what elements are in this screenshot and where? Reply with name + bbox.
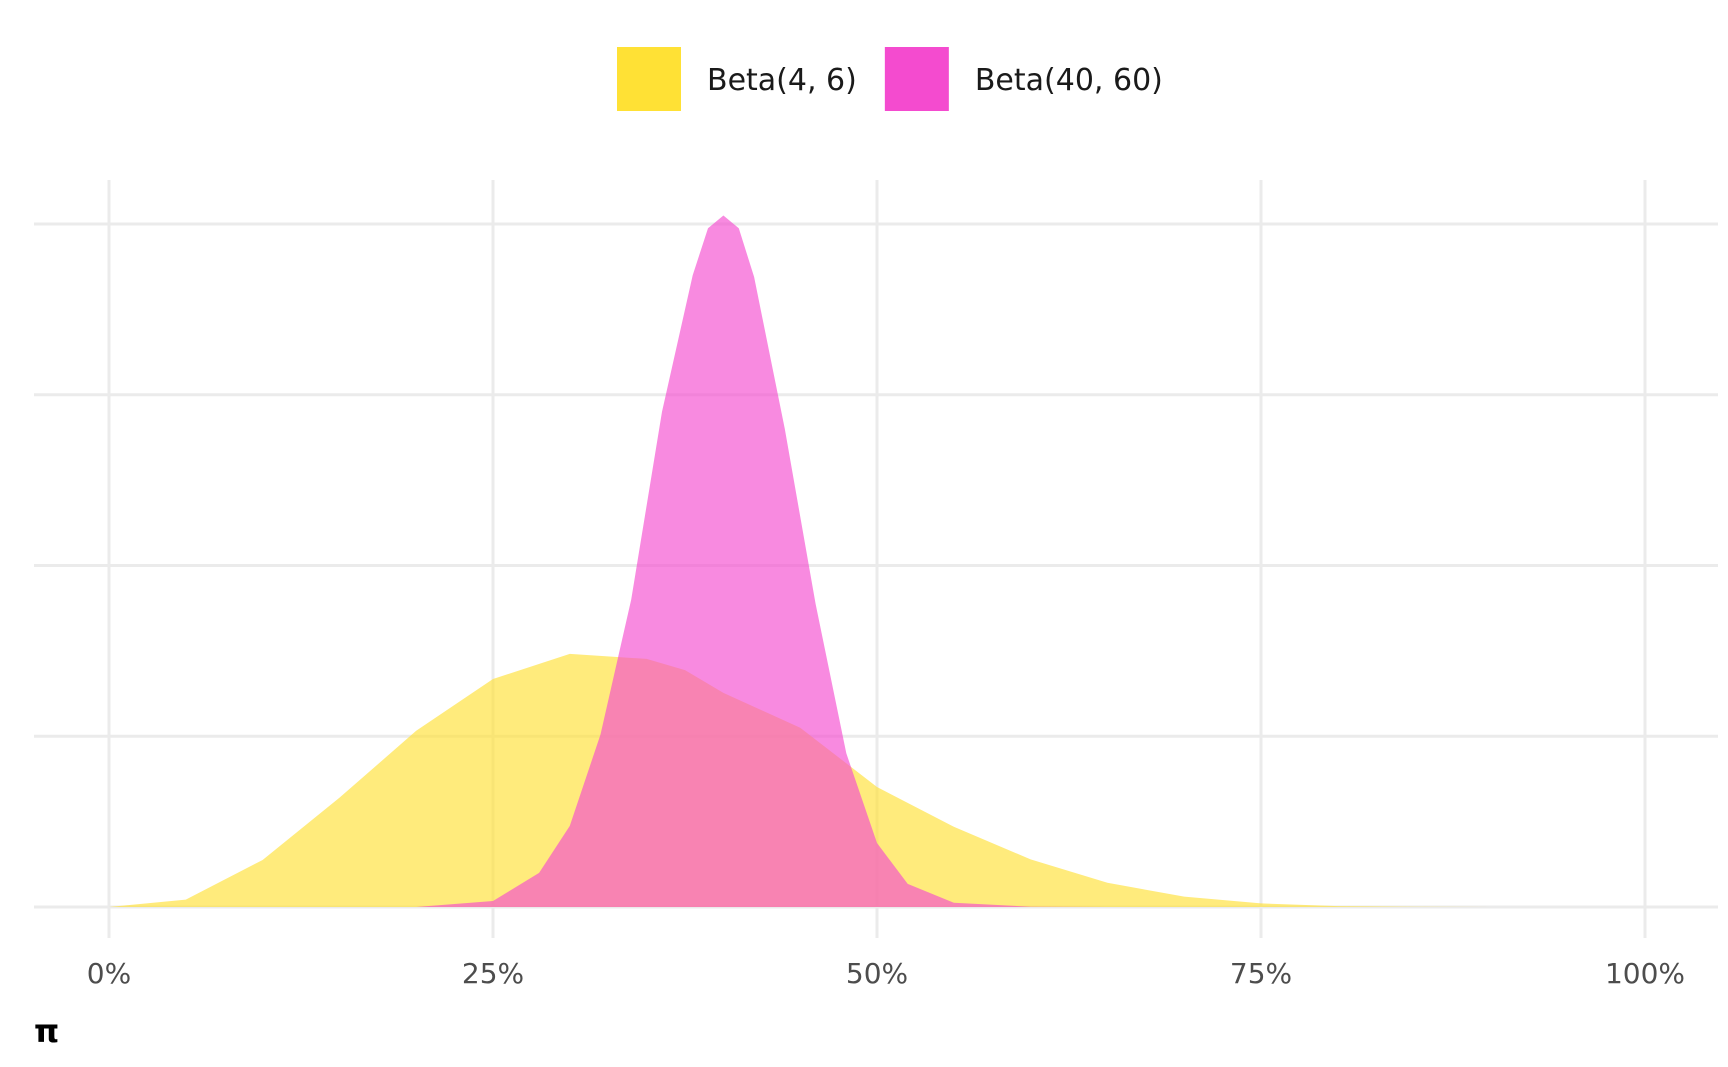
x-axis-ticks: 0% 25% 50% 75% 100% [87, 957, 1685, 990]
density-area-beta-40-60 [416, 215, 1108, 907]
grid [34, 180, 1718, 938]
legend-swatch [617, 47, 681, 111]
legend-label: Beta(40, 60) [975, 63, 1163, 98]
x-axis-title: π [34, 1012, 59, 1050]
density-area-beta-4-6 [109, 653, 1645, 907]
legend-swatch [884, 47, 949, 111]
x-tick-label: 75% [1230, 957, 1292, 990]
legend-label: Beta(4, 6) [707, 63, 857, 98]
x-tick-label: 0% [87, 957, 131, 990]
x-tick-label: 100% [1605, 957, 1685, 990]
legend: Beta(4, 6) Beta(40, 60) [617, 47, 1163, 111]
plot-areas [109, 215, 1645, 907]
x-tick-label: 25% [462, 957, 524, 990]
x-tick-label: 50% [846, 957, 908, 990]
